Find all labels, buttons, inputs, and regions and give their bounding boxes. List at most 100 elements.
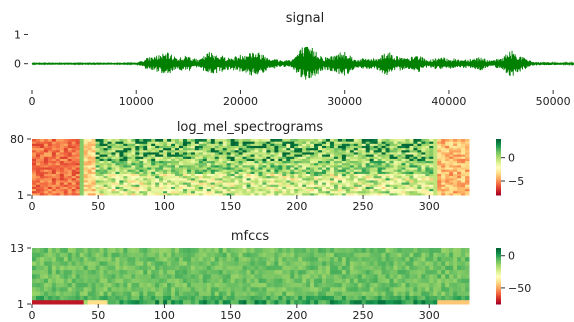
spectrogram-cell — [159, 169, 164, 172]
mfcc-cell — [461, 265, 466, 271]
spectrogram-cell — [409, 186, 414, 190]
spectrogram-cell — [310, 145, 315, 149]
spectrogram-cell — [425, 169, 430, 172]
spectrogram-cell — [47, 160, 53, 164]
x-tick-label: 0 — [29, 200, 36, 213]
spectrogram-cell — [437, 162, 442, 166]
spectrogram-cell — [345, 160, 351, 164]
spectrogram-cell — [210, 167, 216, 170]
mfcc-cell — [238, 286, 244, 292]
mfcc-cell — [103, 248, 108, 253]
mfcc-cell — [206, 286, 212, 292]
spectrogram-cell — [71, 160, 77, 164]
spectrogram-cell — [143, 154, 148, 157]
mfcc-cell — [417, 295, 422, 301]
spectrogram-cell — [206, 184, 212, 187]
mfcc-cell — [258, 269, 263, 275]
spectrogram-cell — [35, 145, 41, 149]
spectrogram-cell — [55, 175, 61, 179]
spectrogram-cell — [139, 169, 144, 172]
spectrogram-cell — [238, 151, 244, 155]
spectrogram-cell — [71, 164, 77, 168]
mfcc-cell — [131, 269, 136, 275]
mfcc-cell — [63, 286, 69, 292]
mfcc-cell — [95, 278, 101, 283]
spectrogram-cell — [389, 171, 395, 174]
mfcc-cell — [51, 291, 57, 296]
spectrogram-cell — [373, 171, 379, 174]
spectrogram-cell — [83, 143, 89, 146]
mfcc-cell — [274, 252, 279, 258]
mfcc-cell — [175, 295, 180, 301]
spectrogram-cell — [306, 139, 311, 142]
mfcc-cell — [171, 299, 176, 305]
mfcc-cell — [357, 269, 363, 275]
spectrogram-cell — [449, 177, 454, 181]
spectrogram-cell — [286, 177, 291, 181]
mfcc-cell — [461, 286, 466, 292]
spectrogram-cell — [115, 149, 120, 153]
x-tick-label: 10000 — [119, 95, 154, 108]
spectrogram-cell — [55, 149, 61, 153]
mfcc-cell — [39, 291, 45, 296]
mfcc-cell — [322, 295, 327, 301]
spectrogram-cell — [139, 160, 144, 164]
x-tick-label: 50 — [91, 309, 105, 322]
mfcc-cell — [282, 286, 287, 292]
spectrogram-cell — [417, 190, 422, 194]
spectrogram-cell — [59, 151, 65, 155]
spectrogram-cell — [397, 143, 402, 146]
spectrogram-cell — [449, 156, 454, 159]
spectrogram-cell — [357, 149, 363, 153]
spectrogram-cell — [234, 184, 240, 187]
mfcc-cell — [322, 260, 327, 266]
mfcc-cell — [421, 291, 426, 296]
mfcc-cell — [461, 299, 466, 305]
spectrogram-cell — [349, 154, 355, 157]
mfcc-cell — [393, 252, 398, 258]
spectrogram-cell — [314, 158, 319, 162]
spectrogram-cell — [274, 173, 279, 177]
spectrogram-cell — [119, 164, 124, 168]
mfcc-cell — [167, 282, 172, 288]
mfcc-cell — [465, 256, 470, 262]
mfcc-cell — [75, 299, 81, 305]
spectrogram-cell — [329, 158, 335, 162]
spectrogram-cell — [115, 167, 120, 170]
mfcc-cell — [333, 269, 339, 275]
mfcc-cell — [230, 260, 236, 266]
spectrogram-cell — [190, 173, 196, 177]
spectrogram-cell — [417, 184, 422, 187]
spectrogram-cell — [329, 139, 335, 142]
spectrogram-cell — [425, 171, 430, 174]
spectrogram-cell — [155, 164, 160, 168]
mfcc-cell — [405, 278, 410, 283]
spectrogram-cell — [341, 173, 347, 177]
spectrogram-cell — [377, 179, 383, 183]
mfcc-cell — [75, 260, 81, 266]
colorbar-segment — [496, 183, 501, 186]
spectrogram-cell — [365, 192, 371, 196]
spectrogram-cell — [198, 160, 204, 164]
spectrogram-cell — [409, 162, 414, 166]
spectrogram-cell — [322, 143, 327, 146]
spectrogram-cell — [369, 160, 375, 164]
colorbar-segment — [496, 255, 501, 257]
spectrogram-cell — [71, 186, 77, 190]
spectrogram-cell — [274, 143, 279, 146]
spectrogram-cell — [171, 167, 176, 170]
spectrogram-cell — [341, 162, 347, 166]
spectrogram-cell — [337, 145, 343, 149]
spectrogram-cell — [47, 158, 53, 162]
colorbar-segment — [496, 284, 501, 287]
spectrogram-cell — [461, 175, 466, 179]
spectrogram-cell — [186, 167, 192, 170]
spectrogram-cell — [425, 139, 430, 142]
spectrogram-cell — [413, 139, 418, 142]
spectrogram-cell — [67, 188, 73, 192]
spectrogram-cell — [63, 162, 69, 166]
spectrogram-cell — [329, 192, 335, 196]
mfcc-cell — [445, 260, 450, 266]
spectrogram-cell — [198, 147, 204, 151]
mfcc-cell — [155, 278, 160, 283]
